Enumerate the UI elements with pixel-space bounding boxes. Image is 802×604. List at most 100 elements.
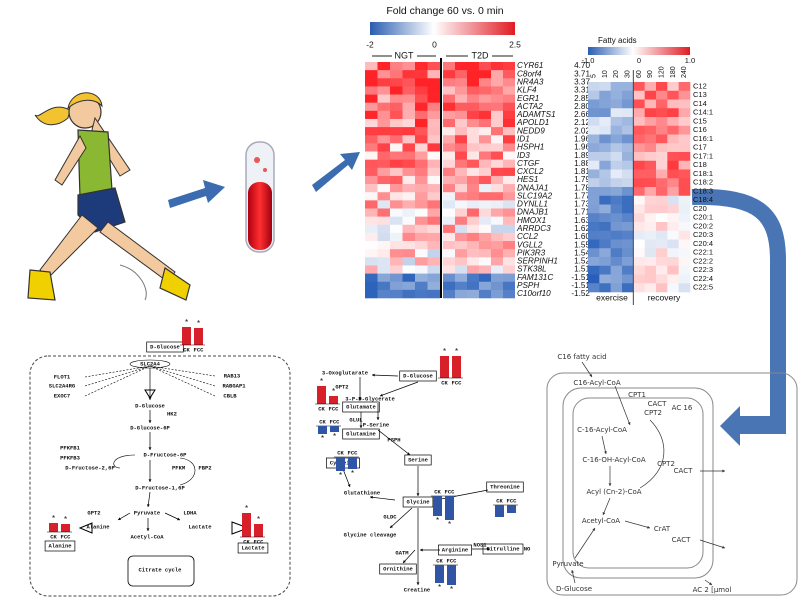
- heatmap-cell: [443, 241, 455, 250]
- interaction: [149, 365, 216, 377]
- heatmap-cell: [599, 222, 611, 232]
- heatmap-cell: [610, 160, 623, 170]
- group-label: NGT: [395, 50, 415, 60]
- heatmap-cell: [443, 208, 455, 217]
- heatmap-cell: [667, 204, 679, 214]
- bar-label: CK: [243, 538, 250, 545]
- fold-change: 1.77: [574, 191, 590, 200]
- colorbar-tick-label: 1.0: [685, 56, 695, 65]
- heatmap-cell: [415, 135, 428, 144]
- heatmap-cell: [443, 86, 455, 95]
- label: GLDC: [383, 513, 397, 520]
- heatmap-cell: [467, 102, 479, 112]
- phase-label: recovery: [648, 292, 681, 302]
- heatmap-cell: [467, 265, 479, 274]
- heatmap-cell: [633, 230, 645, 240]
- heatmap-cell: [443, 289, 455, 299]
- label: CPT2: [657, 460, 675, 468]
- bar: [317, 386, 326, 404]
- heatmap-cell: [377, 143, 390, 152]
- bar-label: FCC: [194, 346, 205, 353]
- arrow-line: [574, 527, 596, 559]
- heatmap-cell: [491, 241, 503, 250]
- heatmap-cell: [455, 184, 467, 193]
- arrow: [312, 152, 360, 192]
- arrow-line: [371, 374, 399, 377]
- gene-name: PIK3R3: [517, 248, 546, 257]
- heatmap-cell: [610, 213, 623, 223]
- heatmap-cell: [599, 274, 611, 284]
- heatmap-cell: [678, 222, 691, 232]
- heatmap-cell: [402, 94, 415, 103]
- label: LDHA: [183, 509, 197, 516]
- bar: [435, 565, 444, 583]
- heatmap-cell: [633, 143, 645, 153]
- heatmap-cell: [415, 110, 428, 120]
- heatmap-cell: [467, 159, 479, 169]
- fatty-acid-label: C20:3: [693, 230, 713, 239]
- heatmap-cell: [503, 86, 515, 95]
- heatmap-cell: [678, 265, 691, 275]
- heatmap-cell: [503, 281, 515, 291]
- heatmap-cell: [479, 78, 491, 87]
- bar-label: FCC: [329, 405, 340, 412]
- heatmap-cell: [390, 70, 403, 79]
- metabolite: Serine: [408, 456, 429, 463]
- colorbar-tick-label: -2: [366, 39, 374, 49]
- heatmap-cell: [455, 70, 467, 79]
- heatmap-cell: [610, 195, 623, 205]
- label: 3-Oxoglutarate: [322, 369, 369, 376]
- heatmap-cell: [622, 265, 634, 275]
- cell-frame: [29, 355, 291, 597]
- label: SLC2A4RG: [49, 382, 76, 389]
- heatmap-cell: [656, 283, 668, 293]
- blood-tube: [245, 141, 275, 253]
- heatmap-cell: [588, 99, 600, 109]
- heatmap-cell: [503, 216, 515, 226]
- heatmap-cell: [365, 135, 378, 144]
- heatmap-cell: [644, 274, 657, 284]
- heatmap-cell: [610, 274, 623, 284]
- heatmap-cell: [667, 178, 679, 188]
- heatmap-cell: [455, 208, 467, 217]
- heatmap-cell: [644, 82, 657, 92]
- heatmap-cell: [491, 143, 503, 152]
- label: PFKFB1: [60, 444, 81, 451]
- heatmap-cell: [599, 187, 611, 197]
- heatmap-cell: [443, 118, 455, 128]
- arrow-head: [487, 547, 490, 551]
- heatmap-cell: [365, 216, 378, 226]
- heatmap-cell: [588, 134, 600, 144]
- heatmap-cell: [599, 90, 611, 100]
- heatmap-cell: [479, 86, 491, 95]
- label: CACT: [648, 400, 667, 408]
- metabolite: D-Glucose: [403, 372, 433, 379]
- heatmap-cell: [588, 90, 600, 100]
- heatmap-cell: [588, 265, 600, 275]
- heatmap-cell: [443, 143, 455, 152]
- heatmap-cell: [365, 118, 378, 128]
- heatmap-cell: [365, 273, 378, 283]
- heatmap-cell: [479, 127, 491, 136]
- heatmap-cell: [633, 274, 645, 284]
- arrow-line: [581, 361, 593, 378]
- arrow-line: [614, 385, 631, 426]
- heatmap-cell: [415, 94, 428, 103]
- metabolite: Threonine: [490, 483, 520, 490]
- heatmap-cell: [656, 213, 668, 223]
- heatmap-cell: [467, 184, 479, 193]
- colorbar: [370, 22, 515, 35]
- significance: *: [332, 387, 335, 396]
- heatmap-cell: [491, 127, 503, 136]
- heatmap-cell: [365, 175, 378, 185]
- colorbar-tick-label: 0: [637, 56, 641, 65]
- heatmap-cell: [467, 135, 479, 144]
- heatmap-cell: [656, 187, 668, 197]
- arrow-head: [592, 528, 595, 531]
- heatmap-cell: [588, 274, 600, 284]
- heatmap-cell: [467, 151, 479, 160]
- heatmap-cell: [667, 125, 679, 135]
- heatmap-cell: [491, 289, 503, 299]
- arrow-head: [358, 397, 362, 400]
- heatmap-cell: [415, 118, 428, 128]
